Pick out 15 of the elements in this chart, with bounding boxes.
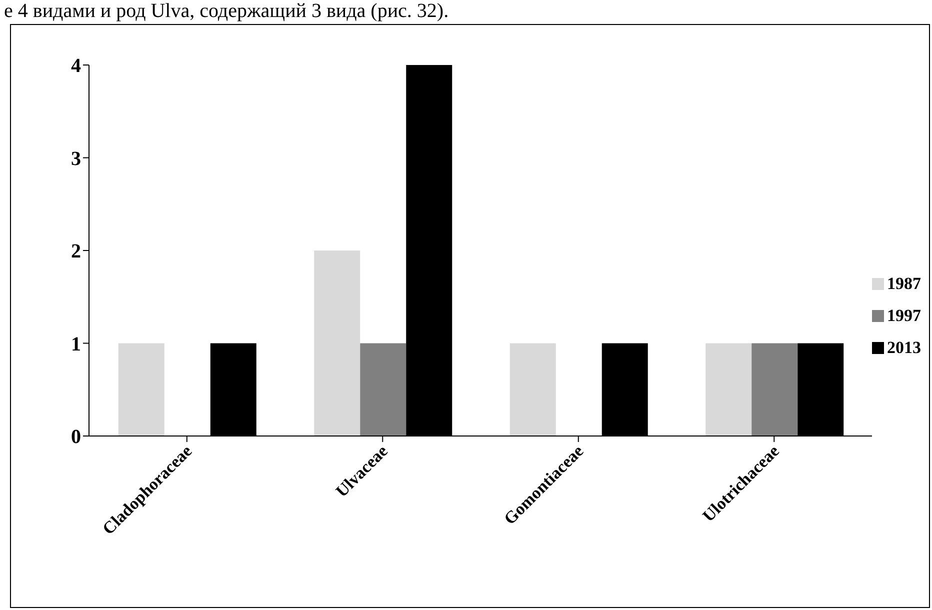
y-tick-label: 2 (71, 240, 81, 263)
y-tick-label: 1 (71, 333, 81, 356)
bar (510, 343, 556, 436)
bar (118, 343, 164, 436)
bar (706, 343, 752, 436)
y-tick-label: 0 (71, 426, 81, 448)
y-tick-label: 3 (71, 148, 81, 170)
legend-label: 2013 (887, 338, 921, 358)
legend-label: 1997 (887, 306, 921, 326)
bar (314, 250, 360, 436)
legend-label: 1987 (887, 274, 921, 294)
text: е 4 видами и род Ulva, содержащий 3 вида (рис. 32). (4, 0, 449, 22)
y-tick-label: 4 (71, 55, 81, 78)
bar (360, 343, 406, 436)
bar (752, 343, 798, 436)
